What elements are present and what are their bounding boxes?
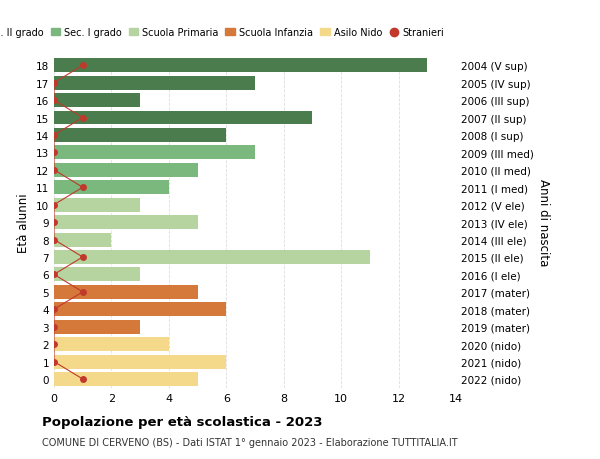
Y-axis label: Età alunni: Età alunni	[17, 193, 31, 252]
Bar	[54, 216, 197, 230]
Bar	[54, 320, 140, 334]
Text: Popolazione per età scolastica - 2023: Popolazione per età scolastica - 2023	[42, 415, 323, 428]
Bar	[54, 181, 169, 195]
Bar	[54, 268, 140, 282]
Bar	[54, 129, 226, 143]
Bar	[54, 94, 140, 108]
Bar	[54, 59, 427, 73]
Bar	[54, 163, 197, 177]
Bar	[54, 198, 140, 212]
Bar	[54, 285, 197, 299]
Bar	[54, 111, 313, 125]
Legend: Sec. II grado, Sec. I grado, Scuola Primaria, Scuola Infanzia, Asilo Nido, Stran: Sec. II grado, Sec. I grado, Scuola Prim…	[0, 24, 448, 42]
Bar	[54, 233, 112, 247]
Bar	[54, 302, 226, 317]
Bar	[54, 355, 226, 369]
Bar	[54, 146, 255, 160]
Text: COMUNE DI CERVENO (BS) - Dati ISTAT 1° gennaio 2023 - Elaborazione TUTTITALIA.IT: COMUNE DI CERVENO (BS) - Dati ISTAT 1° g…	[42, 437, 458, 447]
Bar	[54, 337, 169, 351]
Y-axis label: Anni di nascita: Anni di nascita	[538, 179, 550, 266]
Bar	[54, 77, 255, 90]
Bar	[54, 251, 370, 264]
Bar	[54, 372, 197, 386]
